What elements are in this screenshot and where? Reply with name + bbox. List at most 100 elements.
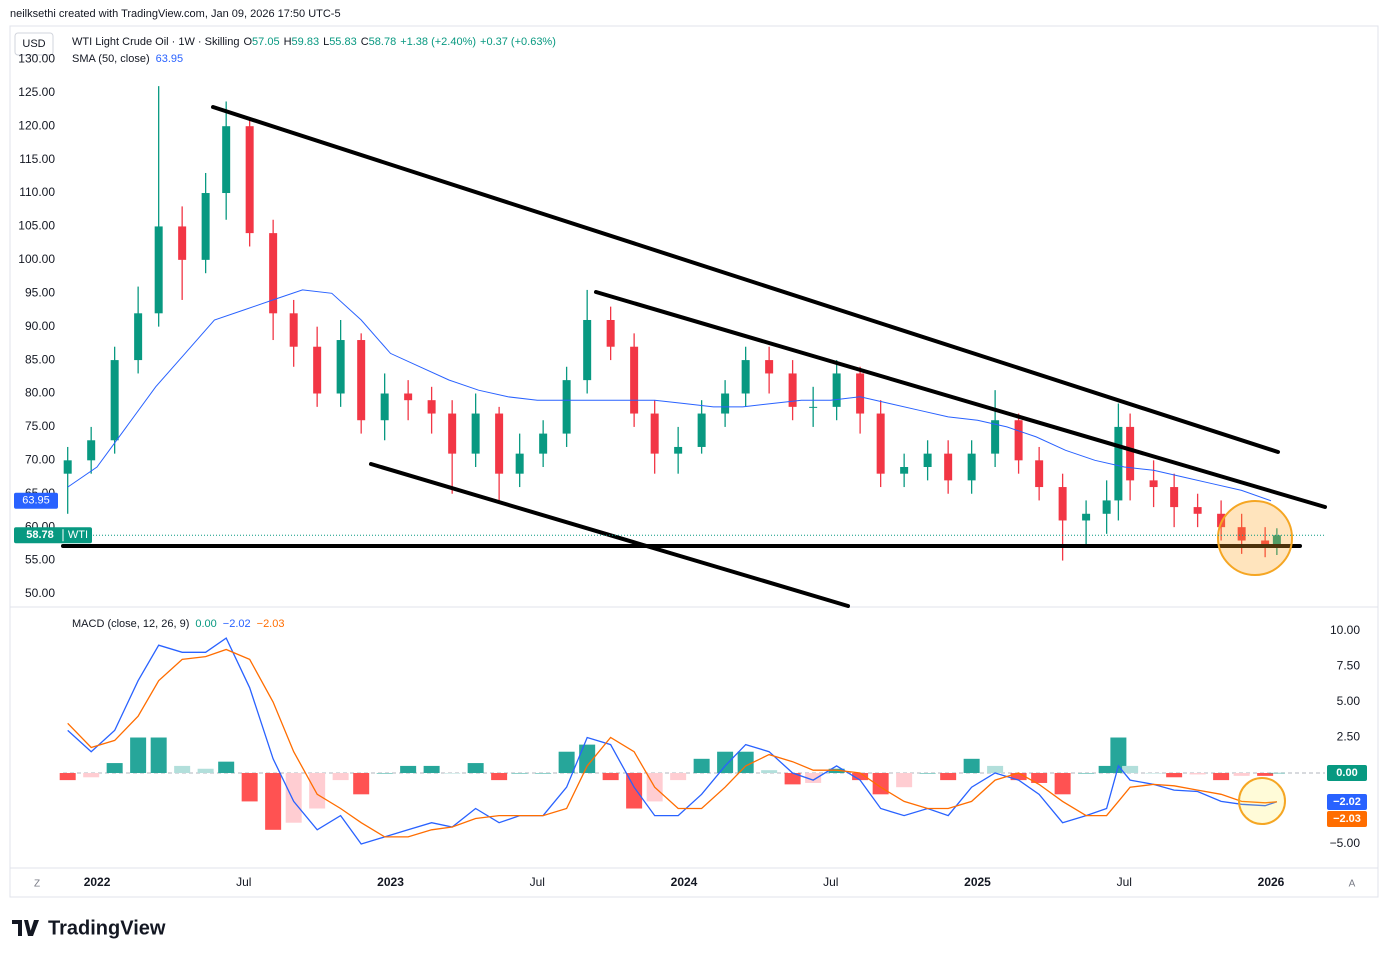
candle-body xyxy=(630,346,639,414)
candle-body xyxy=(788,373,797,407)
histogram-bar xyxy=(285,773,302,823)
histogram-bar xyxy=(1098,765,1115,774)
candle-body xyxy=(515,453,524,474)
x-tick-label: 2022 xyxy=(84,875,111,889)
histogram-bar xyxy=(987,765,1004,774)
candle-body xyxy=(471,413,480,454)
y-tick-label: 10.00 xyxy=(1330,623,1360,637)
candle-body xyxy=(245,126,254,234)
histogram-bar xyxy=(1054,773,1071,795)
macd-value: −2.02 xyxy=(223,618,251,630)
candle-body xyxy=(991,420,1000,454)
macd-title: MACD (close, 12, 26, 9) xyxy=(72,618,189,630)
currency[interactable]: USD xyxy=(22,38,45,50)
x-tick-label: 2025 xyxy=(964,875,991,889)
candle-body xyxy=(1082,513,1091,521)
price-tag-symbol: WTI xyxy=(68,529,88,541)
candle-body xyxy=(110,360,119,441)
y-tick-label: 55.00 xyxy=(25,553,55,567)
candle-body xyxy=(606,319,615,347)
marks: 2022 Jul 2023 Jul 2024 Jul 2025 Jul 2026 50.00 55.… xyxy=(18,52,1360,890)
candle-body xyxy=(154,226,163,314)
y-tick-label: 120.00 xyxy=(18,118,55,132)
histogram-bar xyxy=(1189,773,1206,775)
histogram-bar xyxy=(241,773,258,802)
macd-line xyxy=(67,637,1278,845)
histogram-bar xyxy=(83,773,100,778)
candle-body xyxy=(380,393,389,421)
sma-tag xyxy=(14,492,58,509)
histogram-bar xyxy=(423,765,440,774)
histogram-bar xyxy=(535,773,552,774)
ohlc-value: 58.78 xyxy=(369,36,397,48)
histogram-bar xyxy=(376,773,393,774)
histogram-bar xyxy=(1233,773,1250,776)
y-tick-label: 110.00 xyxy=(19,185,55,199)
candle-body xyxy=(583,319,592,381)
ohlc-label: H xyxy=(284,36,292,48)
macd-line xyxy=(67,648,1277,838)
candle-body xyxy=(448,413,457,454)
candle-body xyxy=(1114,426,1123,501)
histogram-bar xyxy=(218,761,235,774)
candle-body xyxy=(697,413,706,447)
zoom-button[interactable]: Z xyxy=(34,879,40,890)
candle-body xyxy=(900,467,909,474)
histogram-bar xyxy=(626,773,643,809)
price-tag xyxy=(14,527,92,544)
histogram-bar xyxy=(737,751,754,774)
histogram-bar xyxy=(602,773,619,781)
y-tick-label: 2.50 xyxy=(1337,730,1361,744)
candle-body xyxy=(650,413,659,454)
candle-body xyxy=(765,360,774,374)
candle-body xyxy=(1102,500,1111,514)
ohlc-label: O xyxy=(243,36,252,48)
histogram-bar xyxy=(400,765,417,774)
legend: WTI Light Crude Oil · 1W · Skilling O57.0… xyxy=(72,36,556,630)
y-tick-label: 115.00 xyxy=(19,152,55,166)
highlight-circle xyxy=(1238,777,1286,825)
candle-body xyxy=(721,393,730,414)
change: +1.38 (+2.40%) xyxy=(400,36,476,48)
candle-body xyxy=(134,313,143,361)
y-tick-label: 125.00 xyxy=(18,85,55,99)
candle-body xyxy=(1014,420,1023,461)
x-tick-label: Jul xyxy=(530,875,545,889)
legend-row: WTI Light Crude Oil · 1W · Skilling O57.0… xyxy=(72,36,556,48)
histogram-bar xyxy=(558,751,575,774)
auto-scale-button[interactable]: A xyxy=(1349,879,1356,890)
y-tick-label: 90.00 xyxy=(25,319,55,333)
histogram-bar xyxy=(491,773,508,781)
candle-body xyxy=(674,446,683,454)
candle-body xyxy=(967,453,976,481)
currency-button[interactable] xyxy=(14,32,54,56)
histogram-bar xyxy=(1110,737,1127,774)
histogram-bar xyxy=(59,773,76,781)
ohlc-value: 57.05 xyxy=(252,36,280,48)
price-tags: 63.95 58.78 WTI 0.00 −2.02 −2.03 xyxy=(14,492,1367,827)
histogram-bar xyxy=(1031,773,1048,783)
candle-body xyxy=(427,400,436,414)
histogram-bar xyxy=(579,744,596,774)
candle-body xyxy=(562,380,571,434)
histogram-bar xyxy=(1122,765,1139,774)
price-tag-value: 58.78 xyxy=(26,529,54,541)
candle-body xyxy=(1193,507,1202,514)
ohlc-value: 59.83 xyxy=(292,36,320,48)
credit: neilksethi created with TradingView.com,… xyxy=(10,8,341,20)
candle-body xyxy=(832,373,841,407)
sma-value: 63.95 xyxy=(156,53,184,65)
candle-body xyxy=(269,233,278,314)
histogram-bar xyxy=(1257,773,1274,776)
x-tick-label: Jul xyxy=(823,875,838,889)
candle-body xyxy=(741,360,750,394)
y-tick-label: 105.00 xyxy=(18,219,55,233)
candle-body xyxy=(1272,535,1281,547)
candle-body xyxy=(336,340,345,394)
histogram-bar xyxy=(130,737,147,774)
highlight-circle xyxy=(1217,500,1293,576)
histogram-bar xyxy=(467,763,484,774)
ohlc-label: L xyxy=(323,36,329,48)
brand: TradingView xyxy=(48,917,166,939)
